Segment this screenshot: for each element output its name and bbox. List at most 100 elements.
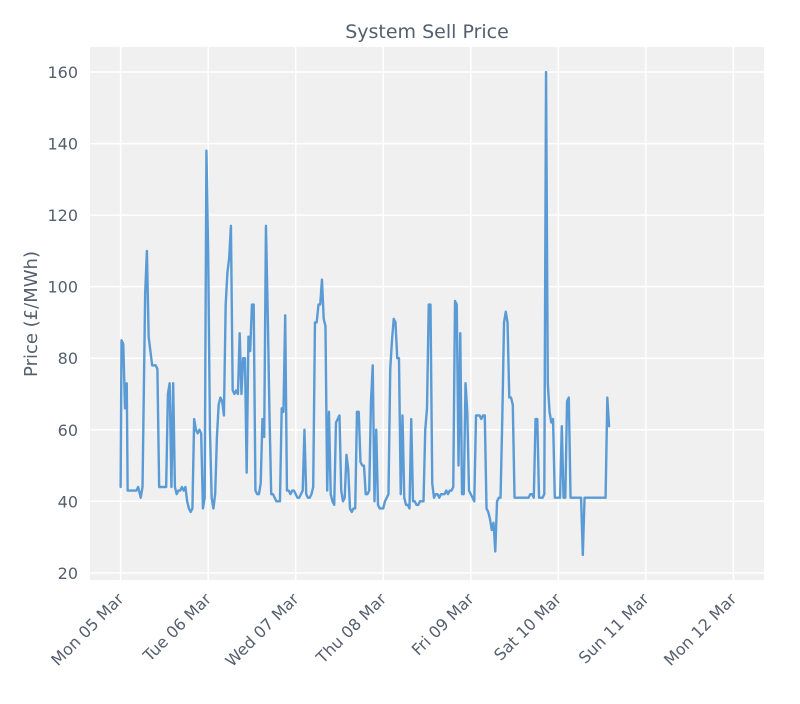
data-point — [124, 407, 126, 409]
data-point — [507, 321, 509, 323]
data-point — [205, 150, 207, 152]
data-point — [454, 300, 456, 302]
x-tick-label: Fri 09 Mar — [408, 589, 478, 659]
data-point — [426, 407, 428, 409]
data-point — [412, 500, 414, 502]
data-point — [326, 490, 328, 492]
data-point — [169, 382, 171, 384]
data-point — [335, 422, 337, 424]
data-point — [240, 393, 242, 395]
data-point — [211, 497, 213, 499]
data-point — [214, 493, 216, 495]
data-point — [458, 465, 460, 467]
data-point — [358, 411, 360, 413]
data-point — [452, 486, 454, 488]
data-point — [344, 497, 346, 499]
x-tick-label: Thu 08 Mar — [312, 589, 391, 668]
data-point — [528, 497, 530, 499]
data-point — [186, 500, 188, 502]
data-point — [347, 468, 349, 470]
data-point — [561, 425, 563, 427]
data-point — [437, 493, 439, 495]
data-point — [423, 500, 425, 502]
data-point — [540, 497, 542, 499]
data-point — [575, 497, 577, 499]
data-point — [126, 382, 128, 384]
data-point — [120, 486, 122, 488]
data-point — [239, 332, 241, 334]
data-point — [442, 493, 444, 495]
data-point — [223, 414, 225, 416]
data-point — [529, 493, 531, 495]
data-point — [162, 486, 164, 488]
data-point — [470, 493, 472, 495]
y-tick-label: 40 — [58, 492, 78, 511]
data-point — [246, 472, 248, 474]
data-point — [253, 304, 255, 306]
data-point — [585, 497, 587, 499]
data-point — [393, 318, 395, 320]
data-point — [128, 490, 130, 492]
x-tick-label: Sat 10 Mar — [490, 589, 565, 664]
data-point — [493, 522, 495, 524]
data-point — [270, 493, 272, 495]
data-point — [410, 418, 412, 420]
data-point — [594, 497, 596, 499]
data-point — [521, 497, 523, 499]
data-point — [496, 500, 498, 502]
data-point — [209, 429, 211, 431]
data-point — [282, 411, 284, 413]
data-point — [176, 493, 178, 495]
data-point — [475, 414, 477, 416]
data-point — [468, 490, 470, 492]
data-point — [535, 418, 537, 420]
data-point — [286, 490, 288, 492]
data-point — [440, 493, 442, 495]
data-point — [449, 490, 451, 492]
data-point — [542, 497, 544, 499]
data-point — [251, 304, 253, 306]
data-point — [219, 397, 221, 399]
y-tick-label: 20 — [58, 564, 78, 583]
y-axis-label: Price (£/MWh) — [21, 251, 42, 377]
data-point — [312, 486, 314, 488]
data-point — [487, 511, 489, 513]
data-point — [377, 504, 379, 506]
data-point — [433, 497, 435, 499]
data-point — [379, 507, 381, 509]
data-point — [587, 497, 589, 499]
data-point — [158, 486, 160, 488]
data-point — [430, 304, 432, 306]
data-point — [225, 304, 227, 306]
data-point — [514, 497, 516, 499]
data-point — [577, 497, 579, 499]
data-point — [564, 497, 566, 499]
data-point — [188, 507, 190, 509]
data-point — [375, 429, 377, 431]
data-point — [260, 482, 262, 484]
data-point — [414, 500, 416, 502]
data-point — [284, 314, 286, 316]
data-point — [501, 418, 503, 420]
data-point — [300, 493, 302, 495]
data-point — [466, 411, 468, 413]
data-point — [559, 497, 561, 499]
data-point — [233, 393, 235, 395]
data-point — [400, 493, 402, 495]
data-point — [148, 336, 150, 338]
data-point — [486, 507, 488, 509]
data-point — [435, 493, 437, 495]
data-point — [337, 418, 339, 420]
data-point — [473, 500, 475, 502]
data-point — [122, 343, 124, 345]
data-point — [268, 411, 270, 413]
data-point — [403, 497, 405, 499]
data-point — [500, 497, 502, 499]
data-point — [368, 490, 370, 492]
data-point — [421, 500, 423, 502]
x-tick-label: Mon 12 Mar — [660, 589, 741, 670]
data-point — [272, 493, 274, 495]
x-tick-label: Wed 07 Mar — [221, 589, 302, 670]
data-point — [387, 493, 389, 495]
